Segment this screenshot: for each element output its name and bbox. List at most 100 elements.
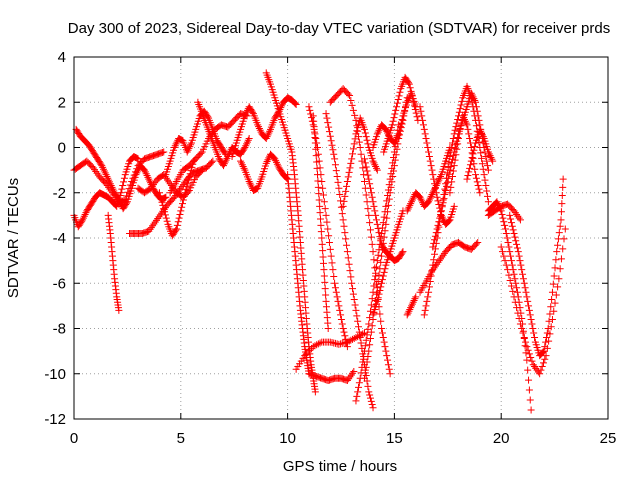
- data-point-marker: [390, 114, 398, 122]
- data-point-marker: [367, 301, 375, 309]
- data-point-marker: [542, 352, 550, 360]
- data-point-marker: [376, 240, 384, 248]
- data-point-marker: [428, 166, 436, 174]
- data-point-marker: [183, 148, 191, 156]
- data-point-marker: [371, 264, 379, 272]
- data-point-marker: [379, 239, 387, 247]
- data-point-marker: [255, 123, 263, 131]
- data-point-marker: [456, 105, 464, 113]
- data-point-marker: [506, 277, 514, 285]
- data-point-marker: [334, 297, 342, 305]
- data-point-marker: [418, 112, 426, 120]
- data-point-marker: [464, 125, 472, 133]
- data-point-marker: [407, 302, 415, 310]
- data-point-marker: [478, 160, 486, 168]
- data-point-marker: [348, 279, 356, 287]
- data-point-marker: [364, 382, 372, 390]
- data-point-marker: [319, 184, 327, 192]
- data-point-marker: [391, 110, 399, 118]
- data-point-marker: [170, 193, 178, 201]
- data-point-marker: [264, 131, 272, 139]
- data-point-marker: [470, 95, 478, 103]
- data-point-marker: [366, 226, 374, 234]
- data-point-marker: [526, 396, 534, 404]
- data-point-marker: [500, 218, 508, 226]
- data-point-marker: [372, 211, 380, 219]
- data-point-marker: [392, 106, 400, 114]
- data-point-marker: [498, 210, 506, 218]
- data-point-marker: [556, 265, 564, 273]
- data-point-marker: [383, 197, 391, 205]
- data-point-marker: [105, 176, 113, 184]
- data-point-marker: [434, 221, 442, 229]
- data-point-marker: [472, 98, 480, 106]
- data-point-marker: [208, 158, 216, 166]
- data-point-marker: [351, 135, 359, 143]
- data-point-marker: [346, 267, 354, 275]
- data-point-marker: [394, 132, 402, 140]
- data-point-marker: [438, 253, 446, 261]
- data-point-marker: [370, 159, 378, 167]
- data-point-marker: [320, 272, 328, 280]
- data-point-marker: [320, 266, 328, 274]
- data-point-marker: [223, 154, 231, 162]
- y-tick-label: -4: [53, 230, 66, 247]
- data-point-marker: [388, 164, 396, 172]
- data-point-marker: [254, 121, 262, 129]
- data-point-marker: [352, 306, 360, 314]
- data-point-marker: [244, 136, 252, 144]
- data-point-marker: [349, 290, 357, 298]
- data-point-marker: [339, 216, 347, 224]
- data-point-marker: [99, 165, 107, 173]
- data-point-marker: [407, 198, 415, 206]
- data-point-marker: [335, 184, 343, 192]
- data-point-marker: [160, 205, 168, 213]
- data-point-marker: [361, 159, 369, 167]
- data-point-marker: [321, 285, 329, 293]
- data-point-marker: [335, 302, 343, 310]
- data-point-marker: [353, 392, 361, 400]
- data-point-marker: [512, 237, 520, 245]
- data-point-marker: [369, 157, 377, 165]
- data-point-marker: [390, 139, 398, 147]
- data-point-marker: [108, 183, 116, 191]
- data-point-marker: [349, 145, 357, 153]
- data-point-marker: [339, 202, 347, 210]
- data-point-marker: [177, 184, 185, 192]
- data-point-marker: [493, 198, 501, 206]
- data-point-marker: [425, 148, 433, 156]
- data-point-marker: [340, 328, 348, 336]
- data-point-marker: [440, 195, 448, 203]
- data-point-marker: [256, 126, 264, 134]
- data-point-marker: [147, 184, 155, 192]
- data-point-marker: [449, 167, 457, 175]
- data-point-marker: [366, 394, 374, 402]
- data-point-marker: [264, 156, 272, 164]
- data-point-marker: [382, 347, 390, 355]
- data-point-marker: [487, 153, 495, 161]
- data-point-marker: [361, 342, 369, 350]
- data-point-marker: [478, 131, 486, 139]
- data-point-marker: [439, 251, 447, 259]
- data-point-marker: [472, 103, 480, 111]
- data-point-marker: [311, 139, 319, 147]
- data-point-marker: [373, 220, 381, 228]
- data-point-marker: [452, 151, 460, 159]
- data-point-marker: [475, 185, 483, 193]
- data-point-marker: [411, 105, 419, 113]
- y-tick-label: 4: [58, 49, 66, 66]
- data-point-marker: [467, 89, 475, 97]
- data-point-marker: [502, 261, 510, 269]
- data-point-marker: [551, 264, 559, 272]
- data-point-marker: [503, 234, 511, 242]
- data-point-marker: [372, 269, 380, 277]
- data-point-marker: [520, 334, 528, 342]
- data-point-marker: [350, 334, 358, 342]
- data-point-marker: [405, 203, 413, 211]
- data-point-marker: [390, 148, 398, 156]
- data-point-marker: [145, 175, 153, 183]
- data-point-marker: [306, 346, 314, 354]
- data-point-marker: [173, 225, 181, 233]
- data-point-marker: [403, 207, 411, 215]
- data-point-marker: [423, 139, 431, 147]
